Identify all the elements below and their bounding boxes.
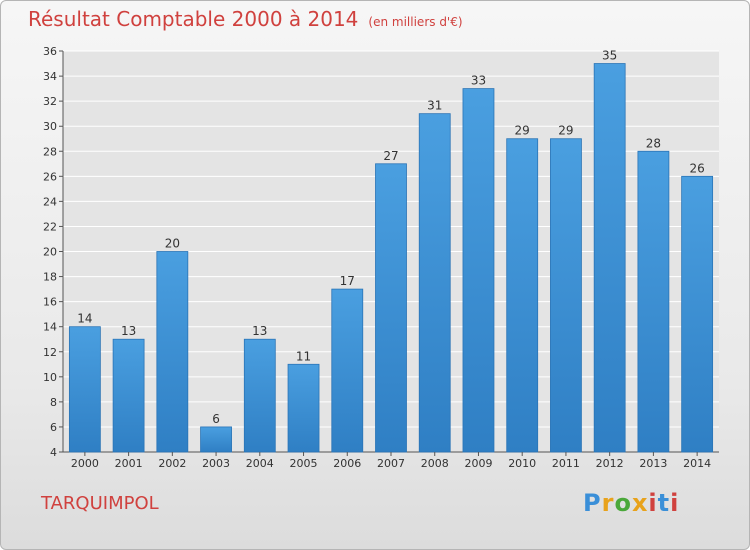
bar — [243, 338, 276, 453]
bar — [200, 426, 232, 453]
x-tick-label: 2010 — [508, 457, 536, 470]
y-tick-label: 32 — [43, 95, 57, 108]
x-tick-label: 2011 — [552, 457, 580, 470]
data-label: 29 — [515, 124, 530, 138]
y-tick-label: 26 — [43, 170, 57, 183]
bar — [156, 251, 189, 453]
x-tick-label: 2014 — [683, 457, 711, 470]
bar — [375, 163, 407, 453]
data-label: 28 — [646, 136, 661, 150]
bar — [593, 63, 626, 453]
logo-letter: t — [657, 489, 671, 517]
data-label: 26 — [689, 161, 704, 175]
x-tick-label: 2002 — [158, 457, 186, 470]
data-label: 13 — [252, 324, 267, 338]
bar — [550, 138, 582, 453]
y-tick-label: 12 — [43, 346, 57, 359]
y-tick-label: 28 — [43, 145, 57, 158]
bar — [637, 150, 670, 453]
chart-title: Résultat Comptable 2000 à 2014 — [28, 7, 359, 31]
bar — [506, 138, 539, 453]
data-label: 35 — [602, 49, 617, 63]
x-tick-label: 2003 — [202, 457, 230, 470]
logo-letter: i — [648, 489, 658, 517]
data-label: 11 — [296, 349, 311, 363]
data-label: 13 — [121, 324, 136, 338]
data-label: 31 — [427, 99, 442, 113]
bar — [331, 288, 364, 453]
y-tick-label: 16 — [43, 296, 57, 309]
x-tick-label: 2013 — [639, 457, 667, 470]
data-label: 14 — [77, 312, 92, 326]
x-tick-label: 2004 — [246, 457, 274, 470]
x-tick-label: 2009 — [464, 457, 492, 470]
logo-letter: i — [670, 489, 680, 517]
y-tick-label: 4 — [50, 446, 57, 459]
chart-title-block: Résultat Comptable 2000 à 2014 (en millie… — [28, 7, 463, 31]
bar — [68, 326, 101, 453]
y-tick-label: 14 — [43, 321, 57, 334]
x-tick-label: 2000 — [71, 457, 99, 470]
y-tick-label: 8 — [50, 396, 57, 409]
x-tick-label: 2005 — [290, 457, 318, 470]
y-tick-label: 22 — [43, 220, 57, 233]
data-label: 20 — [165, 237, 180, 251]
bar — [418, 113, 451, 453]
logo-letter: x — [631, 489, 649, 517]
y-tick-label: 10 — [43, 371, 57, 384]
bar — [681, 175, 714, 453]
x-tick-label: 2001 — [115, 457, 143, 470]
bar — [287, 363, 320, 453]
bar — [112, 338, 145, 453]
x-tick-label: 2007 — [377, 457, 405, 470]
x-tick-label: 2012 — [596, 457, 624, 470]
y-tick-label: 36 — [43, 45, 57, 58]
y-tick-label: 30 — [43, 120, 57, 133]
y-tick-label: 18 — [43, 271, 57, 284]
logo-letter: r — [601, 489, 615, 517]
data-label: 33 — [471, 74, 486, 88]
logo-letter: o — [614, 489, 632, 517]
x-tick-label: 2008 — [421, 457, 449, 470]
commune-name: TARQUIMPOL — [41, 493, 159, 514]
x-tick-label: 2006 — [333, 457, 361, 470]
y-tick-label: 34 — [43, 70, 57, 83]
logo-letter: P — [583, 489, 602, 517]
data-label: 17 — [340, 274, 355, 288]
y-tick-label: 24 — [43, 195, 57, 208]
proxiti-logo: Proxiti — [583, 489, 679, 517]
data-label: 27 — [383, 149, 398, 163]
y-tick-label: 6 — [50, 421, 57, 434]
data-label: 29 — [558, 124, 573, 138]
data-label: 6 — [212, 412, 220, 426]
y-tick-label: 20 — [43, 246, 57, 259]
chart-unit: (en milliers d'€) — [368, 15, 463, 29]
bar — [462, 88, 495, 453]
